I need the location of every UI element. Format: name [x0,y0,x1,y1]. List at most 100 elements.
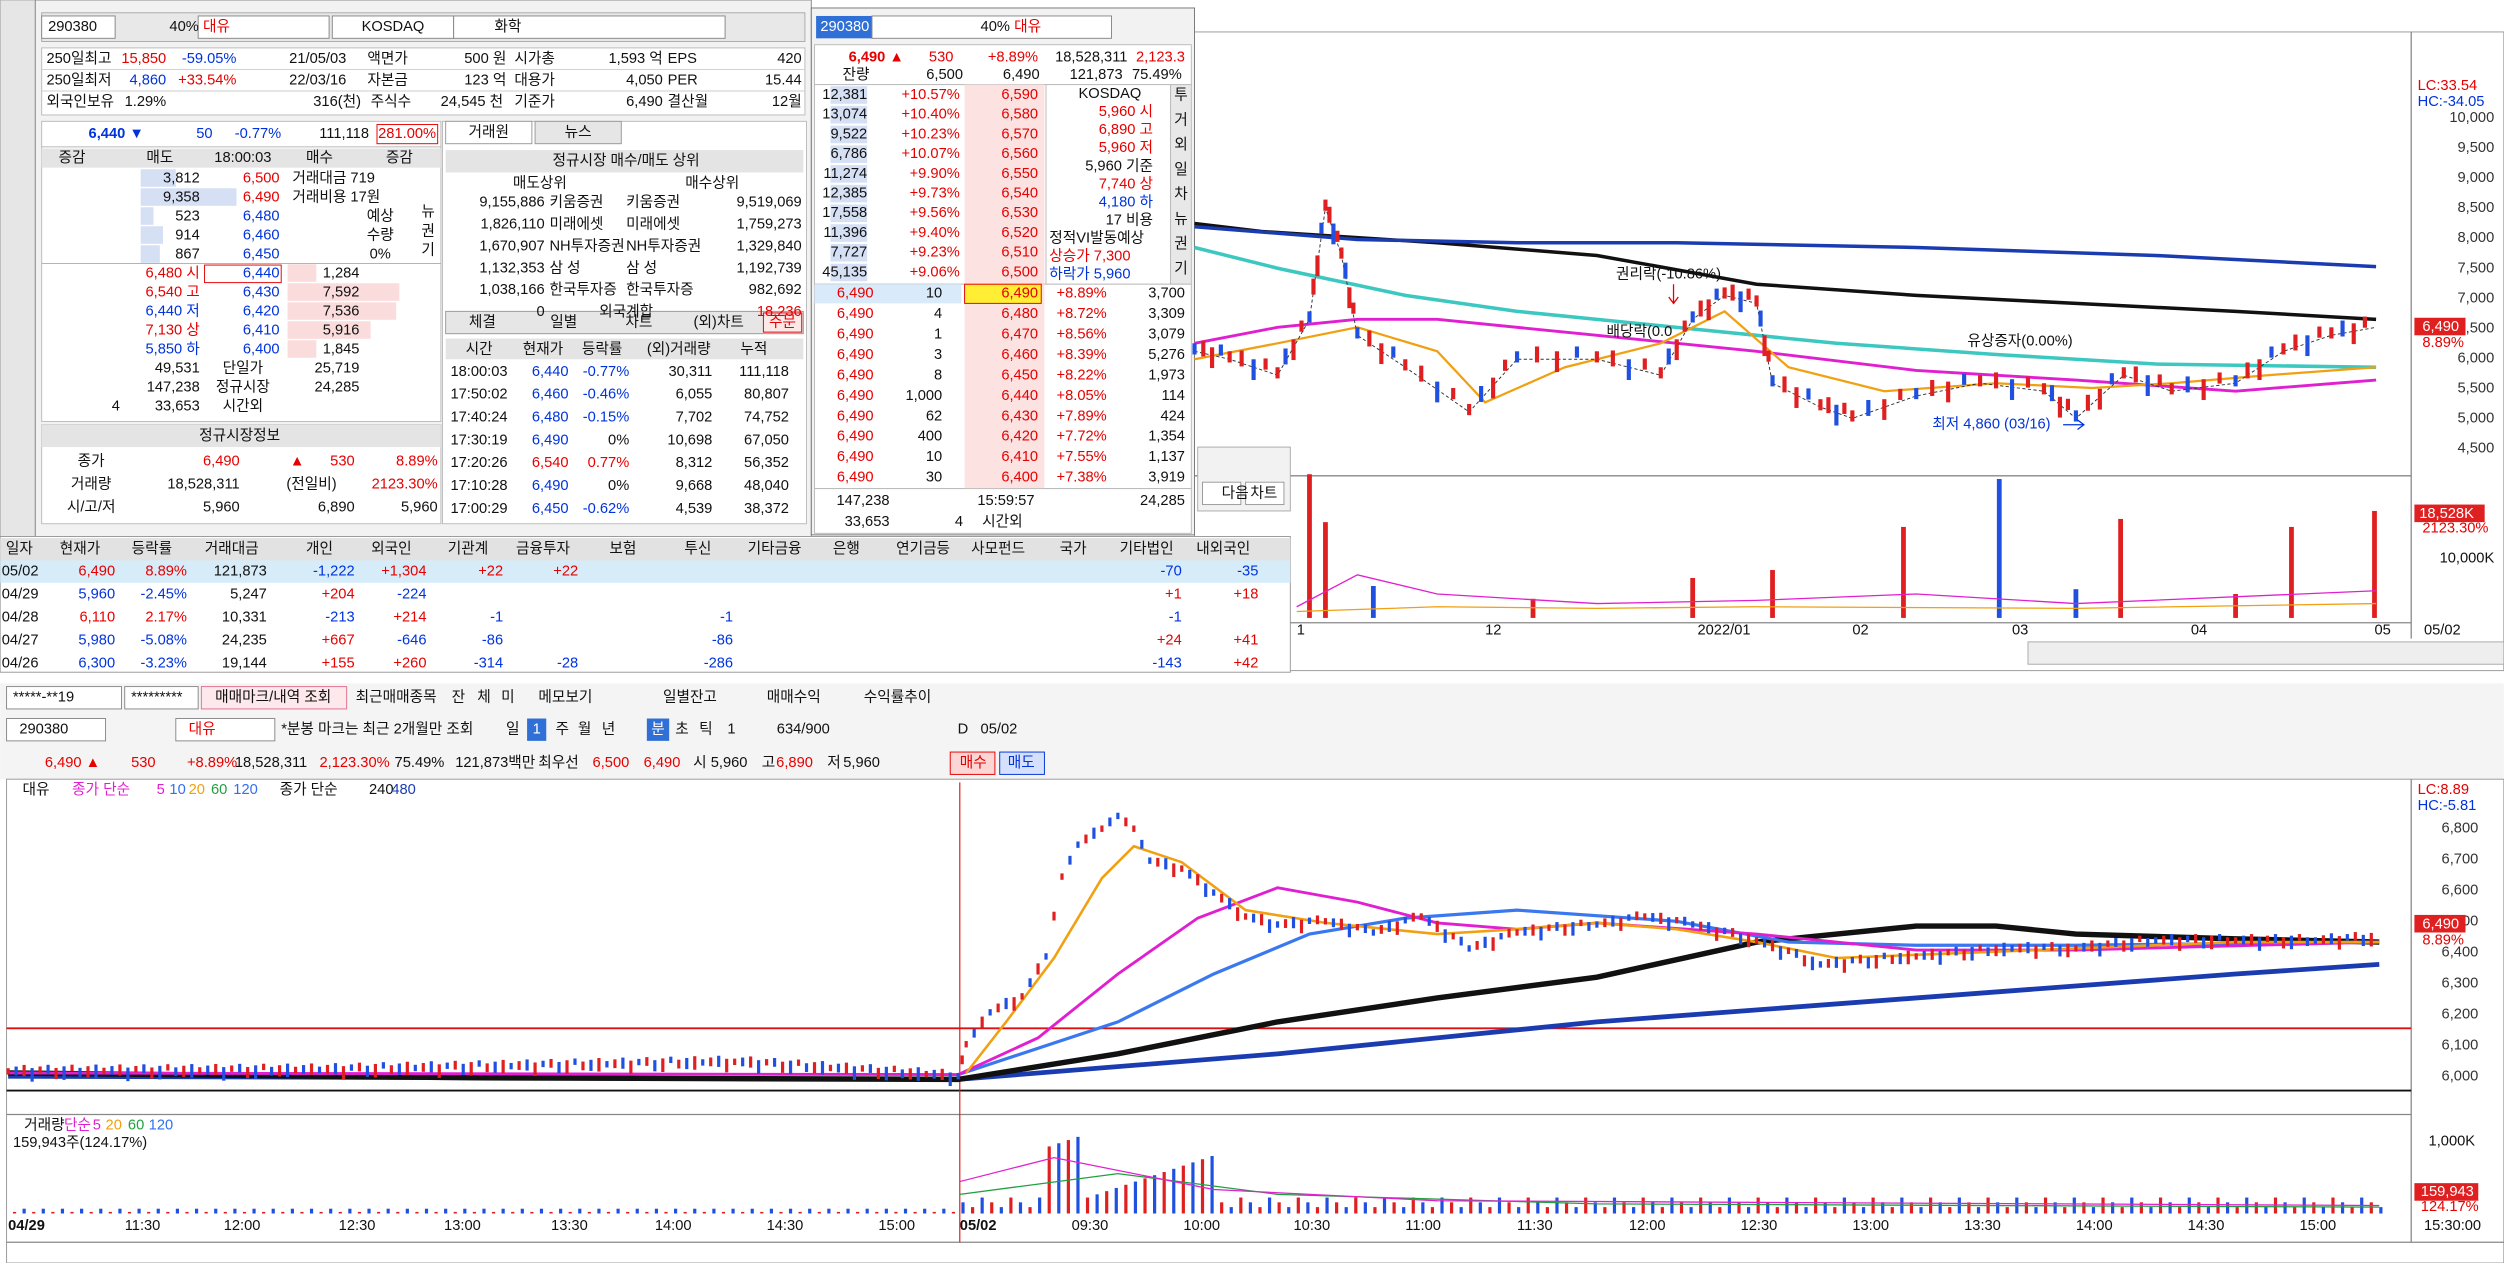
candle [1595,921,1599,928]
toolbar-control[interactable]: 틱 [699,721,713,738]
ask: +9.40% [910,225,960,241]
toolbar-control[interactable]: 1 [727,722,735,738]
toolbar-control[interactable]: 주 [555,722,569,738]
candle [1666,348,1671,365]
axis-label: 6,600 [2442,883,2479,899]
candle [757,1060,761,1074]
toolbar-button[interactable]: ********* [131,690,183,706]
button[interactable]: 다음 [1222,484,1249,501]
toolbar-button[interactable]: 매매마크/내역 조회 [215,689,331,706]
candle [932,1069,936,1079]
volume-bar [1478,1202,1482,1214]
tab[interactable]: 뉴스 [565,124,592,140]
side-button[interactable]: 권 [1174,235,1188,252]
tab[interactable]: 차트 [625,313,652,330]
side-button[interactable]: 외 [1174,136,1188,153]
toolbar-control[interactable]: 초 [675,722,689,738]
column-header: 현재가 [523,341,564,358]
volume-bar [2254,1202,2258,1214]
toolbar-button[interactable]: 최근매매종목 [356,689,437,706]
quote-field[interactable]: 매도 [1008,754,1035,771]
tab[interactable]: 주문 [769,314,796,330]
volume-bar [1555,1197,1559,1214]
volume-bar [1622,1202,1626,1214]
x-axis-label: 14:00 [655,1218,692,1234]
cell: 7,130 상 [145,322,199,339]
stock-code[interactable]: 290380 [820,19,869,35]
axis-label: 7,000 [2458,290,2495,306]
toolbar-button[interactable]: 메모보기 [538,689,592,706]
cell: +1 [1165,586,1182,602]
cell: +41 [1233,632,1258,648]
axis-label: 6,500 [2458,320,2495,336]
quote-field: 18,528,311 [235,755,307,771]
tab[interactable]: 체결 [469,313,496,330]
summary [814,44,1192,86]
toolbar-control[interactable]: 634/900 [777,722,830,738]
ask: 6,560 [1001,146,1038,162]
cell: 삼 성 [626,259,657,276]
candle [2097,388,2102,410]
candle [717,1055,721,1067]
side-button[interactable]: 뉴 [1174,211,1188,227]
candle [2362,316,2367,328]
toolbar-button[interactable]: 잔 [452,689,466,706]
volume-bar [1881,1202,1885,1214]
volume-bar [683,1211,687,1214]
cell: 주식수 [371,93,412,110]
toolbar-control[interactable]: 분 [651,722,665,738]
cell: 24,235 [222,632,267,648]
toolbar-control[interactable]: 05/02 [981,722,1018,738]
toolbar-button[interactable]: 체 [477,689,490,706]
volume-bar [1335,1202,1339,1214]
toolbar-control[interactable]: 대유 [189,721,216,738]
side-button[interactable]: 뉴 [421,204,435,220]
toolbar-control[interactable]: 1 [533,722,541,738]
toolbar-button[interactable]: 매매수익 [767,689,821,706]
stock-code[interactable]: 290380 [48,19,97,35]
toolbar-control[interactable]: 일 [506,721,519,738]
volume-bar [1114,1187,1118,1214]
toolbar-control[interactable]: 290380 [19,722,68,738]
toolbar-control[interactable]: 월 [578,721,592,738]
volume-bar [501,1208,505,1214]
tab[interactable]: 일별 [550,313,577,330]
button[interactable]: 차트 [1250,484,1277,501]
side-button[interactable]: 거 [1174,111,1188,128]
ask: 45,135 [822,264,867,280]
toolbar-control[interactable]: D [958,722,969,738]
ask: +10.07% [901,146,959,162]
x-axis-label: 12 [1485,623,1501,639]
side-button[interactable]: 권 [421,222,435,239]
candle [2353,932,2357,941]
candle [613,1059,617,1069]
side-button[interactable]: 일 [1174,161,1188,178]
candle [581,1061,585,1071]
tab[interactable]: 거래원 [469,123,510,140]
cell: 123 억 [464,72,506,89]
volume-bar [1785,1197,1789,1214]
quote-field: 시 [693,755,707,771]
column-header: (외)거래량 [647,341,711,358]
volume-bar [1919,1207,1923,1214]
tab[interactable]: (외)차트 [694,313,744,330]
candle [206,1065,210,1075]
side-button[interactable]: 기 [1174,260,1188,277]
toolbar-control[interactable]: 년 [602,721,615,738]
ask: 6,550 [1001,166,1038,182]
quote-field: 5,960 [711,755,748,771]
toolbar-button[interactable]: 수익률추이 [864,689,932,706]
volume-bar [367,1208,371,1214]
volume-bar [1708,1202,1712,1214]
quote-field[interactable]: 매수 [960,754,987,771]
toolbar-button[interactable]: 일별잔고 [663,689,717,706]
side-button[interactable]: 투 [1174,88,1188,104]
side-button[interactable]: 차 [1174,186,1188,203]
candle [1427,917,1431,926]
side-button[interactable]: 기 [421,242,435,259]
toolbar-button[interactable]: *****-**19 [13,690,74,706]
toolbar-button[interactable]: 미 [501,689,515,706]
candle [1698,300,1703,317]
volume-bar [990,1202,994,1214]
bid: 4 [934,306,942,322]
